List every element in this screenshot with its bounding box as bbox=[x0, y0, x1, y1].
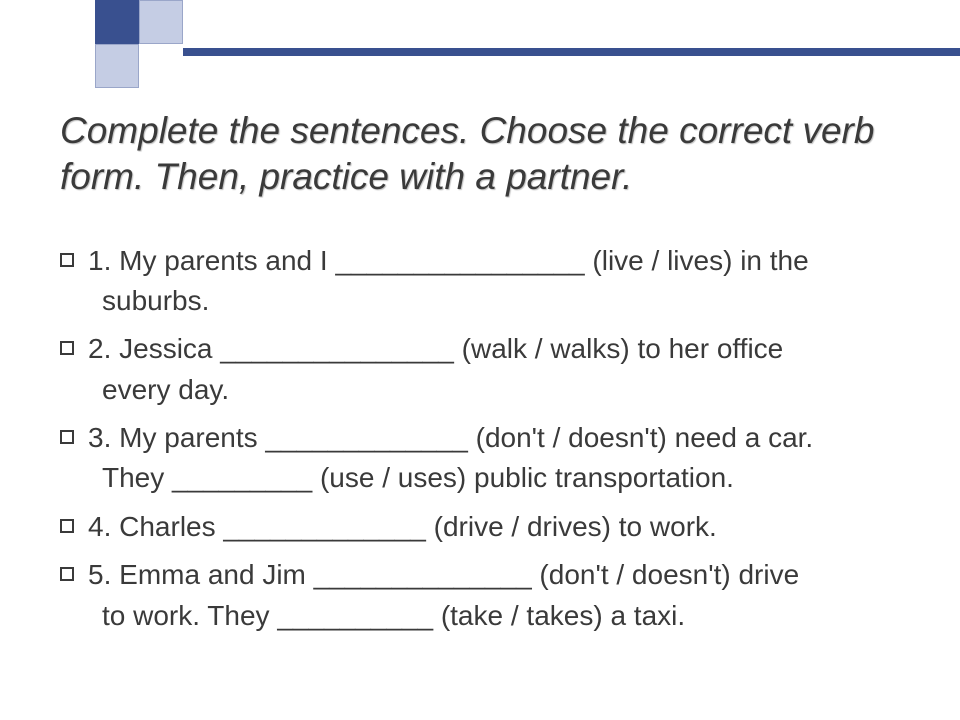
slide-title: Complete the sentences. Choose the corre… bbox=[60, 108, 910, 201]
item-num: 3. bbox=[88, 422, 111, 453]
item-text: 4. Charles _____________ (drive / drives… bbox=[88, 509, 717, 545]
item-text: 1. My parents and I ________________ (li… bbox=[88, 243, 809, 279]
item-line1: Charles _____________ (drive / drives) t… bbox=[119, 511, 717, 542]
item-text: 2. Jessica _______________ (walk / walks… bbox=[88, 331, 783, 367]
item-continuation: to work. They __________ (take / takes) … bbox=[60, 598, 910, 634]
slide-content: Complete the sentences. Choose the corre… bbox=[60, 108, 910, 646]
item-num: 1. bbox=[88, 245, 111, 276]
list-item: 5. Emma and Jim ______________ (don't / … bbox=[60, 557, 910, 593]
item-num: 4. bbox=[88, 511, 111, 542]
deco-square-light-bottom bbox=[95, 44, 139, 88]
bullet-icon bbox=[60, 341, 74, 355]
bullet-icon bbox=[60, 567, 74, 581]
item-line1: My parents _____________ (don't / doesn'… bbox=[119, 422, 813, 453]
item-continuation: They _________ (use / uses) public trans… bbox=[60, 460, 910, 496]
deco-square-light-right bbox=[139, 0, 183, 44]
item-num: 5. bbox=[88, 559, 111, 590]
item-line1: My parents and I ________________ (live … bbox=[119, 245, 809, 276]
list-item: 2. Jessica _______________ (walk / walks… bbox=[60, 331, 910, 367]
exercise-list: 1. My parents and I ________________ (li… bbox=[60, 243, 910, 635]
item-line1: Emma and Jim ______________ (don't / doe… bbox=[119, 559, 799, 590]
item-text: 5. Emma and Jim ______________ (don't / … bbox=[88, 557, 799, 593]
bullet-icon bbox=[60, 519, 74, 533]
list-item: 4. Charles _____________ (drive / drives… bbox=[60, 509, 910, 545]
item-num: 2. bbox=[88, 333, 111, 364]
list-item: 3. My parents _____________ (don't / doe… bbox=[60, 420, 910, 456]
item-line1: Jessica _______________ (walk / walks) t… bbox=[119, 333, 783, 364]
item-continuation: every day. bbox=[60, 372, 910, 408]
bullet-icon bbox=[60, 430, 74, 444]
deco-square-dark bbox=[95, 0, 139, 44]
bullet-icon bbox=[60, 253, 74, 267]
item-text: 3. My parents _____________ (don't / doe… bbox=[88, 420, 813, 456]
list-item: 1. My parents and I ________________ (li… bbox=[60, 243, 910, 279]
item-continuation: suburbs. bbox=[60, 283, 910, 319]
deco-stripe bbox=[183, 48, 960, 56]
